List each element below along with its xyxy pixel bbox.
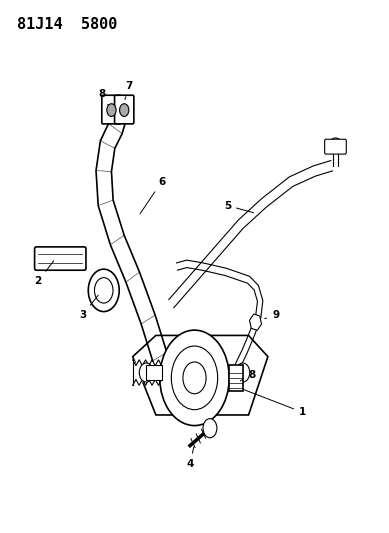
FancyBboxPatch shape [114,95,134,124]
Text: 9: 9 [265,310,279,320]
FancyBboxPatch shape [325,139,346,154]
Circle shape [88,269,119,312]
Circle shape [183,362,206,394]
Text: 8: 8 [240,370,255,381]
Circle shape [160,330,229,425]
Circle shape [171,346,218,410]
Circle shape [95,278,113,303]
Polygon shape [146,365,162,381]
Text: 1: 1 [244,390,306,417]
Circle shape [203,419,217,438]
Text: 81J14  5800: 81J14 5800 [17,17,117,33]
Polygon shape [229,365,243,391]
Text: 4: 4 [186,447,194,469]
Text: 8: 8 [98,89,108,105]
Text: 3: 3 [79,295,98,320]
Text: 7: 7 [125,81,133,100]
FancyBboxPatch shape [35,247,86,270]
Circle shape [139,363,153,382]
Polygon shape [96,111,167,361]
Polygon shape [133,335,268,415]
Text: 2: 2 [35,261,54,286]
FancyBboxPatch shape [102,95,121,124]
Circle shape [107,104,116,116]
Text: 5: 5 [224,200,254,213]
Circle shape [236,363,250,382]
Circle shape [119,104,129,116]
Text: 6: 6 [140,176,165,214]
